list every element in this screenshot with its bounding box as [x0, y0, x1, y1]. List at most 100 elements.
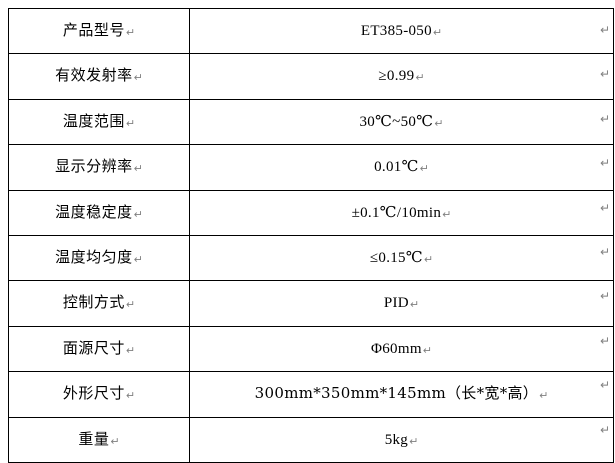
spec-value-text: 300mm*350mm*145mm（长*宽*高） [254, 384, 539, 403]
paragraph-mark-icon: ↵ [600, 23, 611, 37]
spec-label-cell[interactable]: 有效发射率↵ [8, 53, 190, 100]
paragraph-mark-icon: ↵ [133, 71, 143, 85]
spec-value-text: ET385-050 [360, 23, 432, 39]
spec-value-text: PID [383, 295, 409, 312]
spec-label-cell[interactable]: 温度稳定度↵ [8, 189, 190, 236]
paragraph-mark-icon: ↵ [125, 389, 136, 403]
spec-value-wrap: PID↵ [384, 294, 419, 312]
right-margin-paragraph-marks: ↵ ↵ ↵ ↵ ↵ ↵ ↵ ↵ ↵ ↵ [600, 8, 615, 452]
paragraph-mark-icon: ↵ [125, 343, 136, 357]
spec-value-cell[interactable]: 30℃~50℃ ↵ [189, 98, 614, 146]
paragraph-mark-icon: ↵ [125, 26, 136, 39]
paragraph-mark-icon: ↵ [133, 252, 143, 266]
spec-label-text: 重量 [78, 429, 110, 448]
paragraph-mark-icon: ↵ [432, 26, 443, 39]
paragraph-mark-icon: ↵ [419, 162, 429, 176]
paragraph-mark-icon: ↵ [415, 71, 425, 85]
table-body: 产品型号↵ ET385-050↵ 有效发射率↵ ≥0.99↵ 温度范围↵ [8, 7, 614, 463]
spec-value-text: 30℃~50℃ [359, 113, 434, 130]
spec-value-wrap: Φ60mm↵ [371, 340, 432, 358]
spec-label-wrap: 外形尺寸↵ [63, 385, 135, 403]
table-row: 温度均匀度↵ ≤0.15℃↵ [8, 234, 614, 282]
spec-label-wrap: 温度均匀度↵ [55, 247, 143, 267]
spec-label-wrap: 有效发射率↵ [55, 67, 143, 85]
spec-value-cell[interactable]: ≤0.15℃↵ [189, 234, 614, 282]
spec-value-text: ≤0.15℃ [369, 249, 423, 266]
paragraph-mark-icon: ↵ [600, 200, 611, 215]
table-row: 面源尺寸↵ Φ60mm↵ [8, 325, 614, 373]
spec-value-cell[interactable]: 5kg↵ [189, 416, 614, 463]
spec-label-cell[interactable]: 产品型号↵ [8, 7, 190, 55]
paragraph-mark-icon: ↵ [110, 434, 120, 448]
specification-table: 产品型号↵ ET385-050↵ 有效发射率↵ ≥0.99↵ 温度范围↵ [8, 7, 614, 463]
spec-label-wrap: 温度稳定度↵ [55, 202, 143, 222]
table-row: 外形尺寸↵ 300mm*350mm*145mm（长*宽*高）↵ [8, 371, 614, 418]
table-row: 重量↵ 5kg↵ [8, 416, 614, 463]
spec-label-text: 面源尺寸 [62, 338, 125, 357]
spec-label-text: 温度范围 [62, 111, 125, 130]
spec-value-cell[interactable]: 0.01℃↵ [189, 144, 614, 191]
spec-value-text: ≥0.99 [378, 68, 415, 85]
paragraph-mark-icon: ↵ [409, 298, 420, 312]
paragraph-mark-icon: ↵ [600, 111, 611, 126]
paragraph-mark-icon: ↵ [442, 207, 452, 221]
paragraph-mark-icon: ↵ [125, 298, 136, 312]
spec-label-wrap: 温度范围↵ [62, 111, 136, 131]
spec-label-wrap: 重量↵ [78, 429, 120, 449]
spec-value-wrap: 5kg↵ [385, 431, 419, 449]
spec-label-text: 外形尺寸 [62, 384, 125, 403]
table-row: 控制方式↵ PID↵ [8, 280, 614, 327]
spec-label-cell[interactable]: 温度范围↵ [8, 98, 190, 146]
spec-label-cell[interactable]: 温度均匀度↵ [8, 234, 190, 282]
spec-value-wrap: 0.01℃↵ [374, 158, 429, 176]
spec-value-cell[interactable]: Φ60mm ↵ [189, 325, 614, 373]
table-row: 显示分辨率↵ 0.01℃↵ [8, 144, 614, 191]
spec-value-text: Φ60mm [370, 340, 422, 357]
paragraph-mark-icon: ↵ [539, 389, 549, 403]
spec-label-wrap: 面源尺寸↵ [62, 338, 136, 358]
paragraph-mark-icon: ↵ [600, 333, 611, 348]
paragraph-mark-icon: ↵ [409, 434, 419, 448]
spec-label-wrap: 显示分辨率↵ [55, 158, 143, 176]
paragraph-mark-icon: ↵ [600, 289, 611, 304]
table-row: 温度稳定度↵ ±0.1℃/10min↵ [8, 189, 614, 236]
table-row: 产品型号↵ ET385-050↵ [8, 7, 614, 55]
spec-value-cell[interactable]: PID↵ [189, 280, 614, 327]
spec-label-text: 温度稳定度 [55, 202, 133, 221]
spec-value-cell[interactable]: ≥0.99↵ [189, 53, 614, 100]
spec-label-text: 温度均匀度 [55, 247, 133, 266]
table-row: 有效发射率↵ ≥0.99↵ [8, 53, 614, 100]
spec-value-wrap: ±0.1℃/10min↵ [352, 204, 452, 222]
paragraph-mark-icon: ↵ [125, 116, 136, 130]
spec-label-wrap: 控制方式↵ [63, 294, 135, 312]
spec-label-text: 有效发射率 [55, 66, 133, 85]
paragraph-mark-icon: ↵ [600, 378, 611, 393]
spec-label-cell[interactable]: 重量↵ [8, 416, 190, 463]
spec-value-cell[interactable]: ET385-050↵ [189, 7, 614, 55]
spec-value-wrap: 300mm*350mm*145mm（长*宽*高）↵ [255, 385, 549, 403]
spec-value-cell[interactable]: 300mm*350mm*145mm（长*宽*高）↵ [189, 371, 614, 418]
spec-label-cell[interactable]: 控制方式↵ [8, 280, 190, 327]
spec-value-wrap: ET385-050↵ [361, 22, 442, 40]
paragraph-mark-icon: ↵ [600, 245, 611, 259]
table-row: 温度范围↵ 30℃~50℃↵ [8, 98, 614, 146]
spec-value-wrap: ≤0.15℃↵ [370, 249, 433, 267]
spec-value-wrap: 30℃~50℃↵ [360, 113, 444, 131]
spec-value-cell[interactable]: ±0.1℃/10min↵ [189, 189, 614, 236]
spec-value-text: ±0.1℃/10min [351, 204, 442, 221]
paragraph-mark-icon: ↵ [600, 156, 611, 171]
spec-label-cell[interactable]: 面源尺寸↵ [8, 325, 190, 373]
spec-label-text: 显示分辨率 [55, 157, 133, 176]
spec-label-text: 控制方式 [62, 293, 125, 312]
spec-label-cell[interactable]: 显示分辨率↵ [8, 144, 190, 191]
spec-value-wrap: ≥0.99↵ [378, 67, 424, 85]
paragraph-mark-icon: ↵ [423, 252, 434, 266]
spec-label-cell[interactable]: 外形尺寸↵ [8, 371, 190, 418]
paragraph-mark-icon: ↵ [133, 162, 143, 176]
spec-value-text: 0.01℃ [374, 159, 419, 176]
paragraph-mark-icon: ↵ [600, 67, 611, 82]
paragraph-mark-icon: ↵ [600, 422, 611, 437]
spec-label-text: 产品型号 [62, 21, 125, 39]
paragraph-mark-icon: ↵ [133, 207, 143, 221]
spec-value-text: 5kg [384, 431, 409, 448]
